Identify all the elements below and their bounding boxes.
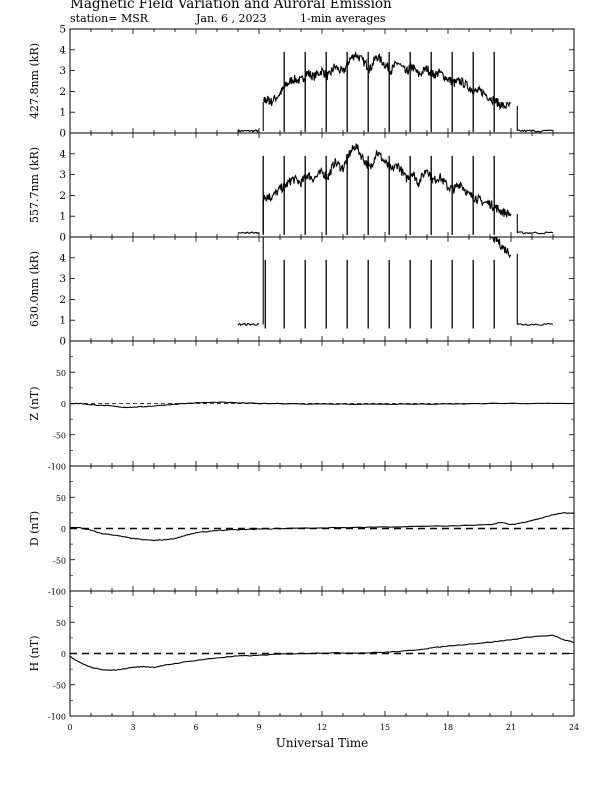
x-tick-label: 6 <box>193 723 198 732</box>
panel-4: -100 -50 0 50 Z (nT) <box>28 340 575 472</box>
y-tick-label: -100 <box>48 588 66 597</box>
series-line <box>237 231 260 235</box>
y-tick-label: 50 <box>56 369 66 378</box>
panel-frame <box>69 28 575 134</box>
date-label: Jan. 6 , 2023 <box>196 12 267 25</box>
series-line <box>263 236 512 259</box>
panel-3: 0 1 2 3 4 630.0nm (kR) <box>28 236 575 348</box>
series-line <box>262 51 512 111</box>
y-tick-label: 1 <box>59 315 66 327</box>
y-tick-label: -50 <box>53 431 66 440</box>
y-axis-label: H (nT) <box>28 635 41 671</box>
y-tick-label: 4 <box>59 252 66 264</box>
y-tick-label: 3 <box>59 273 66 285</box>
series-line <box>237 128 260 133</box>
y-tick-label: 0 <box>59 128 66 140</box>
y-tick-label: 2 <box>59 294 66 306</box>
x-tick-label: 3 <box>130 723 135 732</box>
x-tick-label: 21 <box>506 723 516 732</box>
y-tick-label: 1 <box>59 107 66 119</box>
panel-2: 0 1 2 3 4 557.7nm (kR) <box>28 132 575 244</box>
y-tick-label: 2 <box>59 190 66 202</box>
y-tick-label: 0 <box>61 525 66 534</box>
series-line <box>69 401 575 409</box>
x-tick-label: 12 <box>317 723 327 732</box>
y-tick-label: 50 <box>56 619 66 628</box>
x-axis-label: Universal Time <box>276 736 369 750</box>
series-line <box>262 143 512 218</box>
y-tick-label: 5 <box>59 24 66 36</box>
x-tick-label: 0 <box>67 723 72 732</box>
y-axis-label: 427.8nm (kR) <box>28 43 41 119</box>
series-line <box>517 129 554 133</box>
y-tick-label: -100 <box>48 463 66 472</box>
series-line <box>517 322 554 326</box>
series-line <box>69 634 575 671</box>
panel-5: -100 -50 0 50 D (nT) <box>28 465 575 597</box>
y-tick-label: 0 <box>61 400 66 409</box>
y-axis-label: Z (nT) <box>28 386 41 420</box>
y-tick-label: -50 <box>53 681 66 690</box>
x-tick-label: 18 <box>443 723 453 732</box>
chart-title: Magnetic Field Variation and Auroral Emi… <box>70 0 392 12</box>
panel-6: -100 -50 0 50 H (nT) 0 3 6 9 12 15 18 21 24 Universal … <box>28 590 579 750</box>
y-tick-label: -100 <box>48 713 66 722</box>
panel-frame <box>69 236 575 342</box>
averaging-label: 1-min averages <box>300 12 386 25</box>
station-label: station= MSR <box>70 12 149 25</box>
y-tick-label: 0 <box>59 232 66 244</box>
x-tick-label: 9 <box>256 723 261 732</box>
y-tick-label: 3 <box>59 169 66 181</box>
series-line <box>69 512 575 542</box>
y-tick-label: 50 <box>56 494 66 503</box>
y-tick-label: 3 <box>59 65 66 77</box>
y-tick-label: 1 <box>59 211 66 223</box>
y-tick-label: 0 <box>59 336 66 348</box>
panel-frame <box>69 132 575 238</box>
panel-1: 0 1 2 3 4 5 427.8nm (kR) <box>28 24 575 140</box>
x-tick-label: 15 <box>380 723 390 732</box>
x-tick-label: 24 <box>569 723 579 732</box>
series-line <box>237 322 260 326</box>
y-tick-label: 0 <box>61 650 66 659</box>
series-line <box>516 231 554 235</box>
y-axis-label: 630.0nm (kR) <box>28 251 41 327</box>
y-tick-label: 4 <box>59 44 66 56</box>
y-axis-label: 557.7nm (kR) <box>28 147 41 223</box>
y-tick-label: -50 <box>53 556 66 565</box>
y-tick-label: 2 <box>59 86 66 98</box>
y-axis-label: D (nT) <box>28 511 41 546</box>
y-tick-label: 4 <box>59 148 66 160</box>
